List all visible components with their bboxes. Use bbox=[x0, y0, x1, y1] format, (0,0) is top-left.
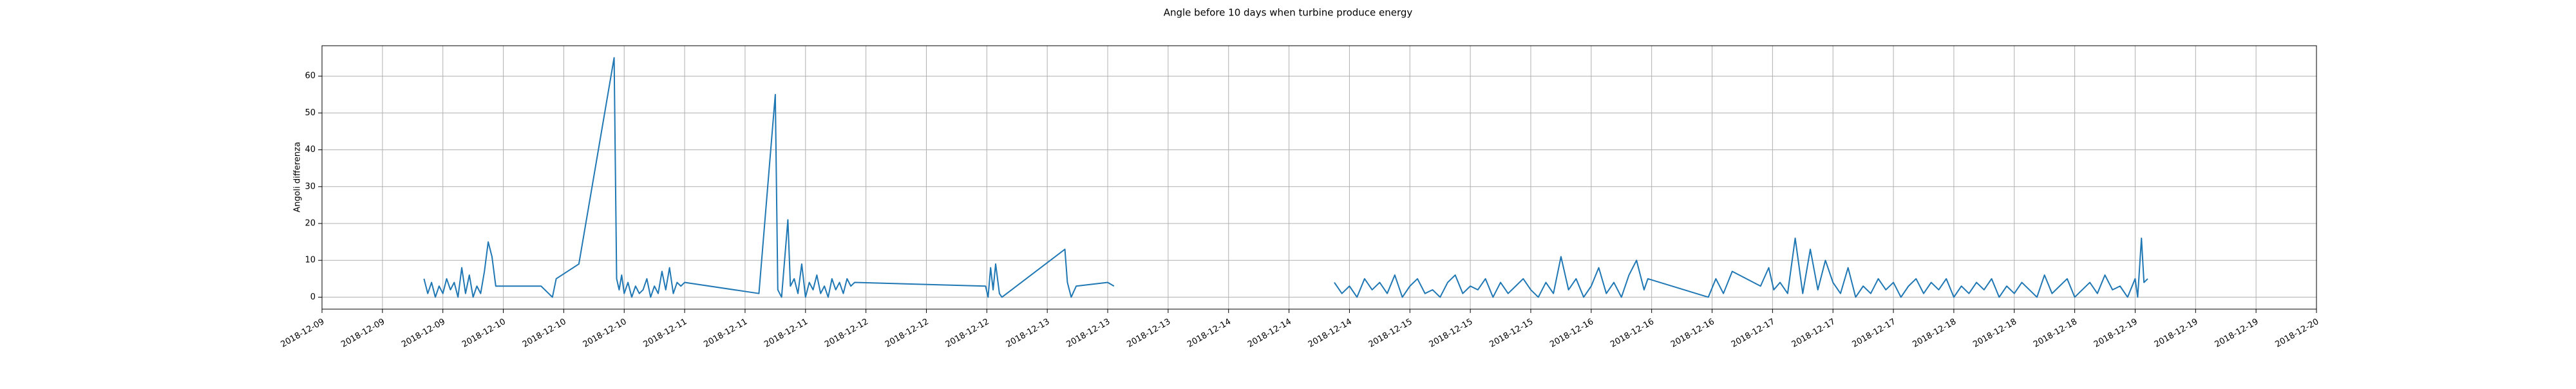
x-tick-label: 2018-12-17 bbox=[1790, 317, 1837, 350]
x-tick-label: 2018-12-18 bbox=[2032, 317, 2079, 350]
y-axis-label: Angoli differenza bbox=[293, 142, 303, 213]
y-tick-label: 0 bbox=[310, 292, 316, 302]
x-tick-label: 2018-12-17 bbox=[1851, 317, 1898, 350]
x-tick-label: 2018-12-14 bbox=[1186, 317, 1233, 350]
x-tick-label: 2018-12-15 bbox=[1367, 317, 1414, 350]
x-tick-label: 2018-12-20 bbox=[2273, 317, 2320, 350]
x-tick-label: 2018-12-15 bbox=[1488, 317, 1535, 350]
x-tick-label: 2018-12-18 bbox=[1971, 317, 2018, 350]
x-tick-label: 2018-12-19 bbox=[2092, 317, 2139, 350]
y-tick-label: 20 bbox=[305, 219, 316, 229]
x-tick-label: 2018-12-14 bbox=[1307, 317, 1354, 350]
x-tick-label: 2018-12-17 bbox=[1730, 317, 1777, 350]
x-tick-label: 2018-12-12 bbox=[944, 317, 991, 350]
x-tick-label: 2018-12-15 bbox=[1428, 317, 1475, 350]
x-tick-label: 2018-12-16 bbox=[1548, 317, 1595, 350]
x-tick-label: 2018-12-19 bbox=[2153, 317, 2200, 350]
y-tick-label: 10 bbox=[305, 256, 316, 265]
x-tick-label: 2018-12-09 bbox=[279, 317, 326, 350]
x-tick-label: 2018-12-10 bbox=[582, 317, 629, 350]
x-tick-label: 2018-12-11 bbox=[642, 317, 689, 350]
x-tick-label: 2018-12-16 bbox=[1669, 317, 1716, 350]
y-tick-label: 40 bbox=[305, 145, 316, 155]
x-tick-label: 2018-12-11 bbox=[762, 317, 810, 350]
x-tick-label: 2018-12-14 bbox=[1246, 317, 1293, 350]
x-tick-label: 2018-12-11 bbox=[702, 317, 749, 350]
y-tick-label: 50 bbox=[305, 108, 316, 118]
x-tick-label: 2018-12-10 bbox=[460, 317, 507, 350]
plot-frame bbox=[321, 45, 2317, 310]
y-tick-label: 30 bbox=[305, 182, 316, 191]
x-tick-label: 2018-12-13 bbox=[1125, 317, 1172, 350]
x-tick-label: 2018-12-12 bbox=[884, 317, 931, 350]
x-tick-label: 2018-12-13 bbox=[1065, 317, 1112, 350]
x-tick-label: 2018-12-10 bbox=[521, 317, 568, 350]
x-tick-label: 2018-12-19 bbox=[2213, 317, 2260, 350]
x-tick-label: 2018-12-16 bbox=[1609, 317, 1656, 350]
chart-title: Angle before 10 days when turbine produc… bbox=[1164, 7, 1413, 19]
y-tick-label: 60 bbox=[305, 71, 316, 81]
x-tick-label: 2018-12-18 bbox=[1911, 317, 1958, 350]
x-tick-label: 2018-12-13 bbox=[1005, 317, 1052, 350]
data-line bbox=[423, 57, 2148, 298]
x-tick-label: 2018-12-12 bbox=[823, 317, 870, 350]
x-tick-label: 2018-12-09 bbox=[400, 317, 447, 350]
x-tick-label: 2018-12-09 bbox=[339, 317, 386, 350]
